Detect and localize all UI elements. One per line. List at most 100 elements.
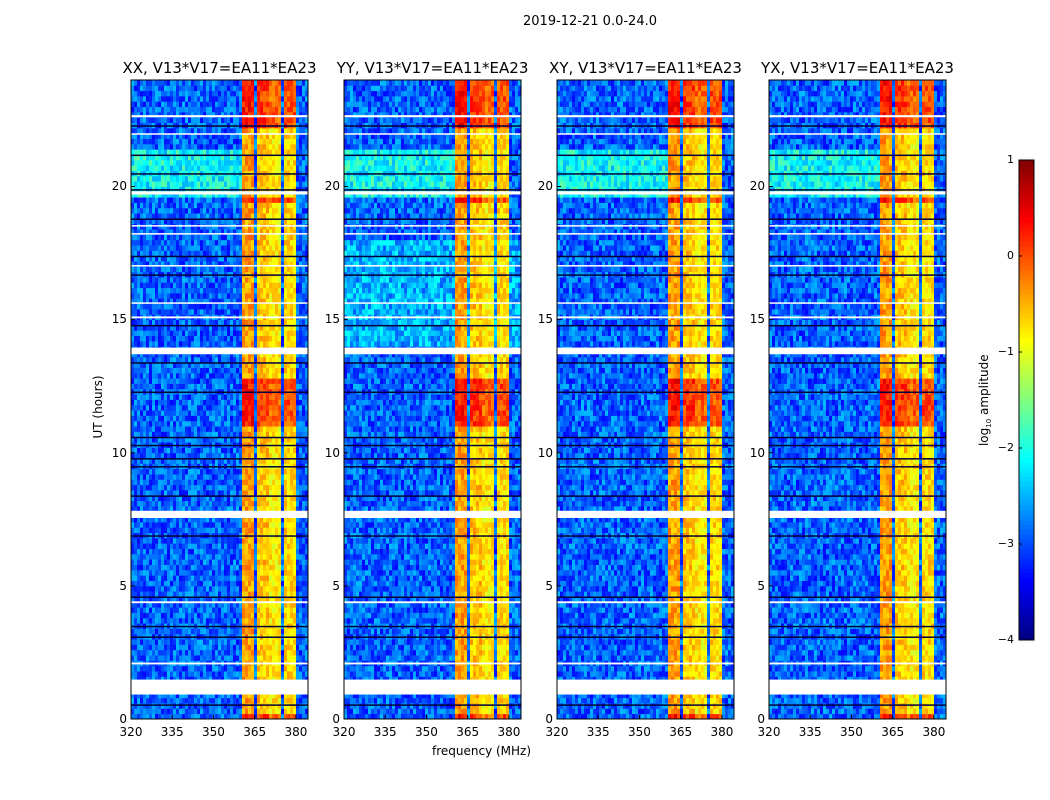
heatmap-cell bbox=[140, 85, 144, 92]
heatmap-cell bbox=[212, 298, 216, 305]
heatmap-cell bbox=[137, 383, 141, 390]
heatmap-cell bbox=[140, 80, 144, 86]
heatmap-cell bbox=[239, 458, 243, 464]
heatmap-cell bbox=[155, 575, 159, 581]
heatmap-cell bbox=[134, 415, 138, 422]
heatmap-cell bbox=[251, 282, 255, 289]
heatmap-cell bbox=[143, 665, 147, 672]
heatmap-cell bbox=[146, 479, 150, 486]
heatmap-cell bbox=[152, 697, 156, 704]
heatmap-cell bbox=[152, 575, 156, 581]
heatmap-cell bbox=[191, 580, 195, 587]
heatmap-cell bbox=[170, 213, 174, 219]
heatmap-cell bbox=[149, 452, 153, 459]
heatmap-cell bbox=[215, 330, 219, 337]
heatmap-cell bbox=[152, 484, 156, 491]
heatmap-cell bbox=[137, 330, 141, 337]
heatmap-cell bbox=[248, 175, 252, 182]
heatmap-cell bbox=[149, 287, 153, 294]
heatmap-cell bbox=[236, 293, 240, 299]
heatmap-cell bbox=[152, 399, 156, 406]
heatmap-cell bbox=[164, 111, 168, 118]
heatmap-cell bbox=[185, 90, 189, 97]
heatmap-cell bbox=[191, 293, 195, 299]
heatmap-cell bbox=[239, 117, 243, 123]
heatmap-cell bbox=[164, 665, 168, 672]
heatmap-cell bbox=[194, 458, 198, 464]
heatmap-cell bbox=[251, 703, 255, 709]
heatmap-cell bbox=[143, 383, 147, 390]
heatmap-cell bbox=[239, 484, 243, 491]
heatmap-cell bbox=[227, 117, 231, 123]
heatmap-cell bbox=[161, 362, 165, 368]
heatmap-cell bbox=[188, 585, 192, 592]
heatmap-cell bbox=[182, 521, 186, 528]
heatmap-cell bbox=[209, 266, 213, 273]
heatmap-cell bbox=[218, 527, 222, 534]
heatmap-cell bbox=[254, 617, 258, 624]
heatmap-cell bbox=[200, 639, 204, 645]
heatmap-cell bbox=[230, 692, 234, 699]
heatmap-cell bbox=[254, 362, 258, 368]
heatmap-cell bbox=[221, 490, 225, 496]
heatmap-cell bbox=[197, 293, 201, 299]
heatmap-cell bbox=[140, 394, 144, 400]
heatmap-cell bbox=[230, 649, 234, 656]
heatmap-cell bbox=[188, 335, 192, 342]
heatmap-cell bbox=[203, 245, 207, 251]
heatmap-cell bbox=[173, 239, 177, 246]
heatmap-cell bbox=[176, 447, 180, 454]
heatmap-cell bbox=[242, 612, 246, 619]
heatmap-cell bbox=[143, 298, 147, 305]
heatmap-cell bbox=[233, 85, 237, 92]
heatmap-cell bbox=[200, 335, 204, 342]
heatmap-cell bbox=[176, 95, 180, 102]
heatmap-cell bbox=[143, 404, 147, 411]
heatmap-cell bbox=[161, 101, 165, 108]
heatmap-cell bbox=[155, 703, 159, 709]
heatmap-cell bbox=[182, 90, 186, 97]
heatmap-cell bbox=[227, 394, 231, 400]
heatmap-cell bbox=[212, 255, 216, 262]
heatmap-cell bbox=[176, 175, 180, 182]
heatmap-cell bbox=[167, 239, 171, 246]
heatmap-cell bbox=[149, 95, 153, 102]
heatmap-cell bbox=[215, 394, 219, 400]
heatmap-cell bbox=[176, 111, 180, 118]
heatmap-cell bbox=[161, 676, 165, 683]
heatmap-cell bbox=[188, 399, 192, 406]
heatmap-cell bbox=[194, 655, 198, 661]
heatmap-cell bbox=[239, 261, 243, 267]
heatmap-cell bbox=[242, 415, 246, 422]
heatmap-cell bbox=[215, 111, 219, 118]
heatmap-cell bbox=[194, 452, 198, 459]
heatmap-cell bbox=[236, 250, 240, 257]
heatmap-cell bbox=[140, 90, 144, 97]
heatmap-cell bbox=[218, 351, 222, 358]
heatmap-cell bbox=[164, 516, 168, 523]
heatmap-cell bbox=[218, 335, 222, 342]
heatmap-cell bbox=[191, 628, 195, 635]
heatmap-cell bbox=[176, 410, 180, 416]
heatmap-cell bbox=[167, 324, 171, 331]
heatmap-cell bbox=[236, 175, 240, 182]
heatmap-cell bbox=[218, 181, 222, 187]
heatmap-cell bbox=[149, 612, 153, 619]
heatmap-cell bbox=[170, 175, 174, 182]
heatmap-cell bbox=[140, 261, 144, 267]
heatmap-cell bbox=[248, 239, 252, 246]
heatmap-cell bbox=[167, 340, 171, 347]
heatmap-cell bbox=[230, 452, 234, 459]
heatmap-cell bbox=[155, 287, 159, 294]
heatmap-cell bbox=[152, 655, 156, 661]
heatmap-cell bbox=[149, 713, 153, 720]
heatmap-cell bbox=[218, 149, 222, 155]
heatmap-cell bbox=[155, 543, 159, 550]
heatmap-cell bbox=[230, 127, 234, 134]
heatmap-cell bbox=[152, 506, 156, 512]
heatmap-cell bbox=[248, 543, 252, 550]
heatmap-cell bbox=[179, 143, 183, 150]
heatmap-cell bbox=[212, 484, 216, 491]
heatmap-cell bbox=[131, 617, 135, 624]
heatmap-cell bbox=[227, 452, 231, 459]
